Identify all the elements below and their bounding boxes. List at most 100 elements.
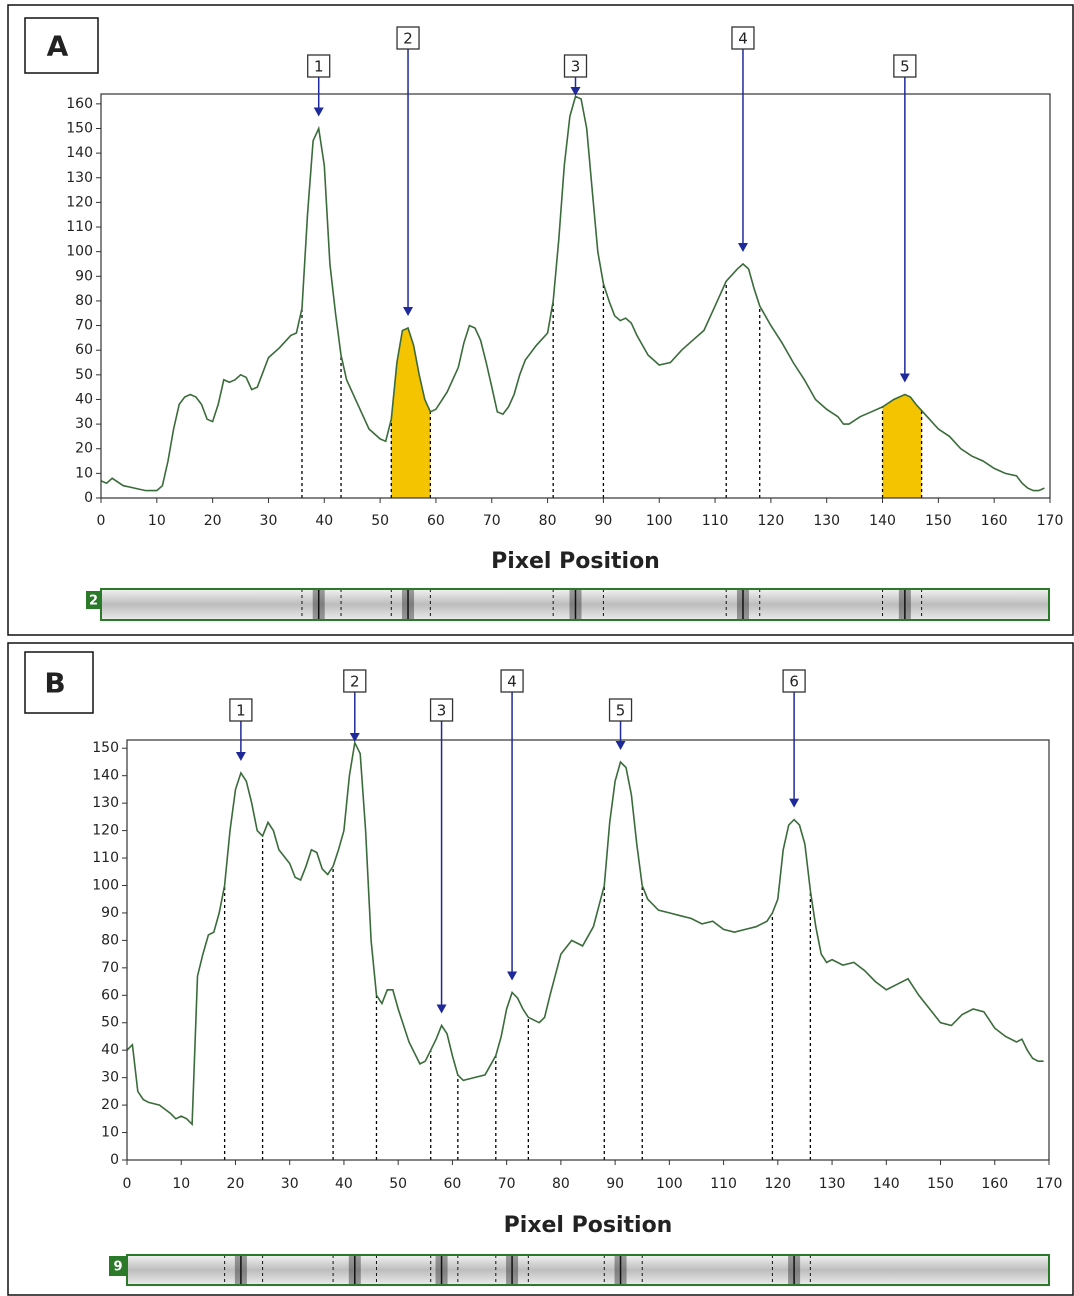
profile-line <box>127 743 1044 1125</box>
x-tick-label: 90 <box>594 513 612 529</box>
peak-arrowhead <box>314 107 324 116</box>
peak-label: 3 <box>437 702 447 720</box>
y-tick-label: 60 <box>75 342 93 358</box>
y-tick-label: 30 <box>101 1070 119 1086</box>
y-tick-label: 20 <box>75 441 93 457</box>
y-tick-label: 110 <box>92 850 119 866</box>
peak-arrowhead <box>789 799 799 808</box>
x-tick-label: 150 <box>925 513 952 529</box>
panel-border <box>8 5 1073 635</box>
peak-label: 5 <box>900 58 910 76</box>
x-tick-label: 170 <box>1037 513 1064 529</box>
y-tick-label: 80 <box>101 932 119 948</box>
y-tick-label: 40 <box>75 391 93 407</box>
figure: A010203040506070809010011012013014015016… <box>0 0 1074 1296</box>
panel-label: B <box>44 667 65 700</box>
x-axis-title: Pixel Position <box>491 549 660 574</box>
x-tick-label: 100 <box>646 513 673 529</box>
peak-label: 1 <box>236 702 246 720</box>
y-tick-label: 150 <box>66 120 93 136</box>
y-tick-label: 70 <box>75 318 93 334</box>
y-tick-label: 100 <box>66 244 93 260</box>
x-tick-label: 160 <box>981 1176 1008 1192</box>
x-tick-label: 120 <box>764 1176 791 1192</box>
x-tick-label: 100 <box>656 1176 683 1192</box>
peak-label: 1 <box>314 58 324 76</box>
y-tick-label: 120 <box>66 194 93 210</box>
y-tick-label: 0 <box>110 1152 119 1168</box>
x-tick-label: 60 <box>427 513 445 529</box>
y-tick-label: 0 <box>84 490 93 506</box>
y-tick-label: 140 <box>66 145 93 161</box>
x-tick-label: 30 <box>281 1176 299 1192</box>
peak-arrowhead <box>437 1004 447 1013</box>
peak-label: 6 <box>789 673 799 691</box>
y-tick-label: 150 <box>92 740 119 756</box>
x-tick-label: 110 <box>702 513 729 529</box>
panel-border <box>8 643 1073 1295</box>
y-tick-label: 90 <box>75 268 93 284</box>
peak-label: 2 <box>350 673 360 691</box>
x-tick-label: 40 <box>315 513 333 529</box>
panel: A010203040506070809010011012013014015016… <box>8 5 1073 635</box>
y-tick-label: 40 <box>101 1042 119 1058</box>
x-tick-label: 70 <box>498 1176 516 1192</box>
x-tick-label: 80 <box>539 513 557 529</box>
lane-label: 2 <box>89 594 98 609</box>
y-tick-label: 50 <box>101 1015 119 1031</box>
peak-label: 4 <box>507 673 517 691</box>
x-tick-label: 50 <box>371 513 389 529</box>
y-tick-label: 10 <box>75 465 93 481</box>
y-tick-label: 60 <box>101 987 119 1003</box>
peak-label: 4 <box>738 30 748 48</box>
x-tick-label: 10 <box>148 513 166 529</box>
lane-strip <box>127 1255 1049 1285</box>
lane-label: 9 <box>113 1260 122 1275</box>
panel-label: A <box>47 30 69 63</box>
y-tick-label: 50 <box>75 367 93 383</box>
x-tick-label: 30 <box>260 513 278 529</box>
x-tick-label: 160 <box>981 513 1008 529</box>
x-tick-label: 140 <box>873 1176 900 1192</box>
peak-area <box>391 328 430 498</box>
y-tick-label: 130 <box>92 795 119 811</box>
peak-area <box>883 395 922 498</box>
y-tick-label: 100 <box>92 877 119 893</box>
y-tick-label: 80 <box>75 293 93 309</box>
peak-arrowhead <box>616 741 626 750</box>
y-tick-label: 30 <box>75 416 93 432</box>
x-axis-title: Pixel Position <box>504 1213 673 1238</box>
x-tick-label: 20 <box>204 513 222 529</box>
y-tick-label: 10 <box>101 1125 119 1141</box>
peak-arrowhead <box>738 243 748 252</box>
y-tick-label: 140 <box>92 768 119 784</box>
x-tick-label: 80 <box>552 1176 570 1192</box>
x-tick-label: 50 <box>389 1176 407 1192</box>
x-tick-label: 0 <box>123 1176 132 1192</box>
peak-label: 3 <box>571 58 581 76</box>
x-tick-label: 170 <box>1036 1176 1063 1192</box>
x-tick-label: 70 <box>483 513 501 529</box>
peak-arrowhead <box>403 307 413 316</box>
x-tick-label: 60 <box>443 1176 461 1192</box>
peak-arrowhead <box>900 374 910 383</box>
x-tick-label: 130 <box>819 1176 846 1192</box>
x-tick-label: 20 <box>227 1176 245 1192</box>
x-tick-label: 10 <box>172 1176 190 1192</box>
x-tick-label: 130 <box>813 513 840 529</box>
x-tick-label: 40 <box>335 1176 353 1192</box>
plot-frame <box>127 740 1049 1160</box>
peak-arrowhead <box>350 733 360 742</box>
y-tick-label: 20 <box>101 1097 119 1113</box>
peak-label: 2 <box>403 30 413 48</box>
y-tick-label: 160 <box>66 96 93 112</box>
peak-label: 5 <box>616 702 626 720</box>
x-tick-label: 90 <box>606 1176 624 1192</box>
x-tick-label: 120 <box>758 513 785 529</box>
peak-arrowhead <box>507 972 517 981</box>
y-tick-label: 90 <box>101 905 119 921</box>
x-tick-label: 110 <box>710 1176 737 1192</box>
peak-arrowhead <box>571 87 581 96</box>
x-tick-label: 140 <box>869 513 896 529</box>
